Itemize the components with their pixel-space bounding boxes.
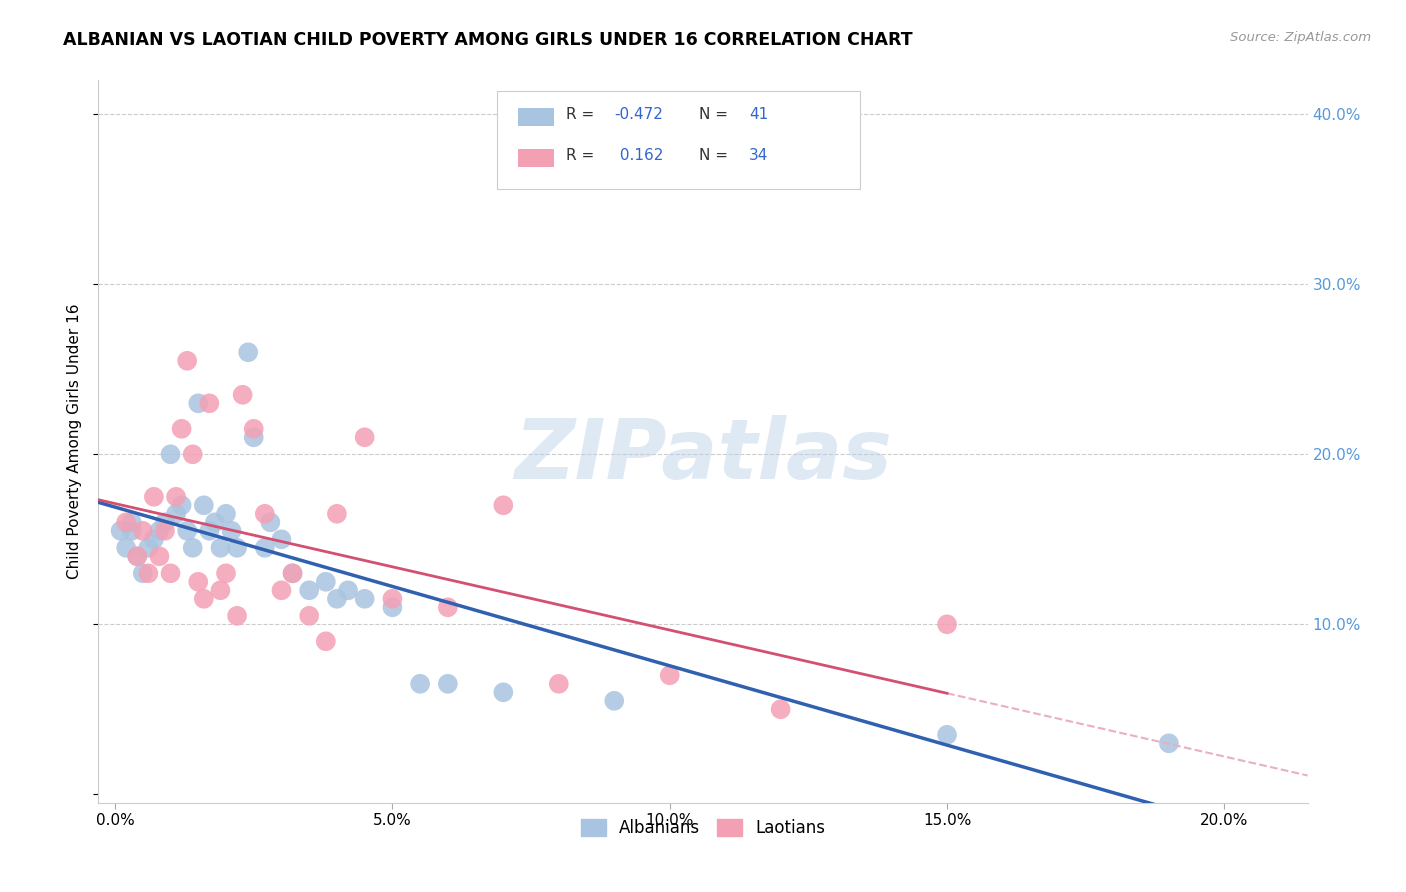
Point (170, 498, 193, 512)
Point (281, 566, 304, 581)
Text: 34: 34 (749, 148, 768, 163)
Point (209, 541, 232, 555)
FancyBboxPatch shape (517, 149, 554, 167)
Point (209, 583, 232, 598)
Point (170, 422, 193, 436)
Point (492, 498, 515, 512)
Point (315, 574, 337, 589)
Point (1157, 736, 1180, 750)
Point (936, 728, 959, 742)
Point (226, 541, 249, 555)
Point (121, 516, 143, 530)
Point (326, 591, 349, 606)
Text: Source: ZipAtlas.com: Source: ZipAtlas.com (1230, 31, 1371, 45)
Point (187, 574, 209, 589)
Point (492, 685, 515, 699)
Point (187, 396, 209, 410)
Text: N =: N = (699, 107, 734, 121)
Point (138, 566, 160, 581)
Point (437, 677, 460, 691)
Point (142, 533, 165, 547)
Point (226, 608, 249, 623)
Point (242, 430, 264, 444)
Point (337, 583, 360, 598)
Point (110, 524, 132, 538)
Point (176, 353, 198, 368)
Legend: Albanians, Laotians: Albanians, Laotians (572, 810, 834, 845)
Text: R =: R = (567, 148, 599, 163)
Point (181, 447, 204, 461)
Point (232, 388, 254, 402)
Point (381, 600, 404, 615)
Point (437, 600, 460, 615)
Point (381, 591, 404, 606)
Text: 0.162: 0.162 (614, 148, 664, 163)
Point (121, 524, 143, 538)
Point (148, 549, 170, 564)
Point (193, 498, 215, 512)
Point (153, 516, 176, 530)
Y-axis label: Child Poverty Among Girls Under 16: Child Poverty Among Girls Under 16 (67, 304, 83, 579)
Point (132, 566, 155, 581)
Point (353, 430, 375, 444)
Point (253, 507, 276, 521)
Point (181, 541, 204, 555)
Point (298, 608, 321, 623)
Point (165, 507, 187, 521)
Point (603, 694, 626, 708)
Point (127, 549, 149, 564)
Point (270, 583, 292, 598)
Text: ZIPatlas: ZIPatlas (515, 416, 891, 497)
Point (215, 507, 238, 521)
Point (148, 524, 170, 538)
Point (315, 634, 337, 648)
Point (238, 345, 260, 359)
Point (353, 591, 375, 606)
Point (153, 524, 176, 538)
Point (281, 566, 304, 581)
Text: N =: N = (699, 148, 734, 163)
Point (138, 541, 160, 555)
Text: ALBANIAN VS LAOTIAN CHILD POVERTY AMONG GIRLS UNDER 16 CORRELATION CHART: ALBANIAN VS LAOTIAN CHILD POVERTY AMONG … (63, 31, 912, 49)
Point (215, 566, 238, 581)
Point (198, 396, 221, 410)
Point (298, 583, 321, 598)
Point (198, 524, 221, 538)
Point (204, 516, 226, 530)
Point (127, 549, 149, 564)
Point (159, 447, 181, 461)
Text: -0.472: -0.472 (614, 107, 664, 121)
Text: 41: 41 (749, 107, 768, 121)
Text: R =: R = (567, 107, 599, 121)
Point (221, 524, 243, 538)
Point (326, 507, 349, 521)
Point (658, 668, 681, 682)
FancyBboxPatch shape (498, 91, 860, 189)
Point (253, 541, 276, 555)
Point (115, 541, 138, 555)
Point (142, 490, 165, 504)
FancyBboxPatch shape (517, 108, 554, 126)
Point (132, 524, 155, 538)
Point (115, 516, 138, 530)
Point (259, 516, 281, 530)
Point (769, 702, 792, 716)
Point (193, 591, 215, 606)
Point (936, 617, 959, 632)
Point (159, 566, 181, 581)
Point (176, 524, 198, 538)
Point (409, 677, 432, 691)
Point (242, 422, 264, 436)
Point (547, 677, 569, 691)
Point (165, 490, 187, 504)
Point (270, 533, 292, 547)
